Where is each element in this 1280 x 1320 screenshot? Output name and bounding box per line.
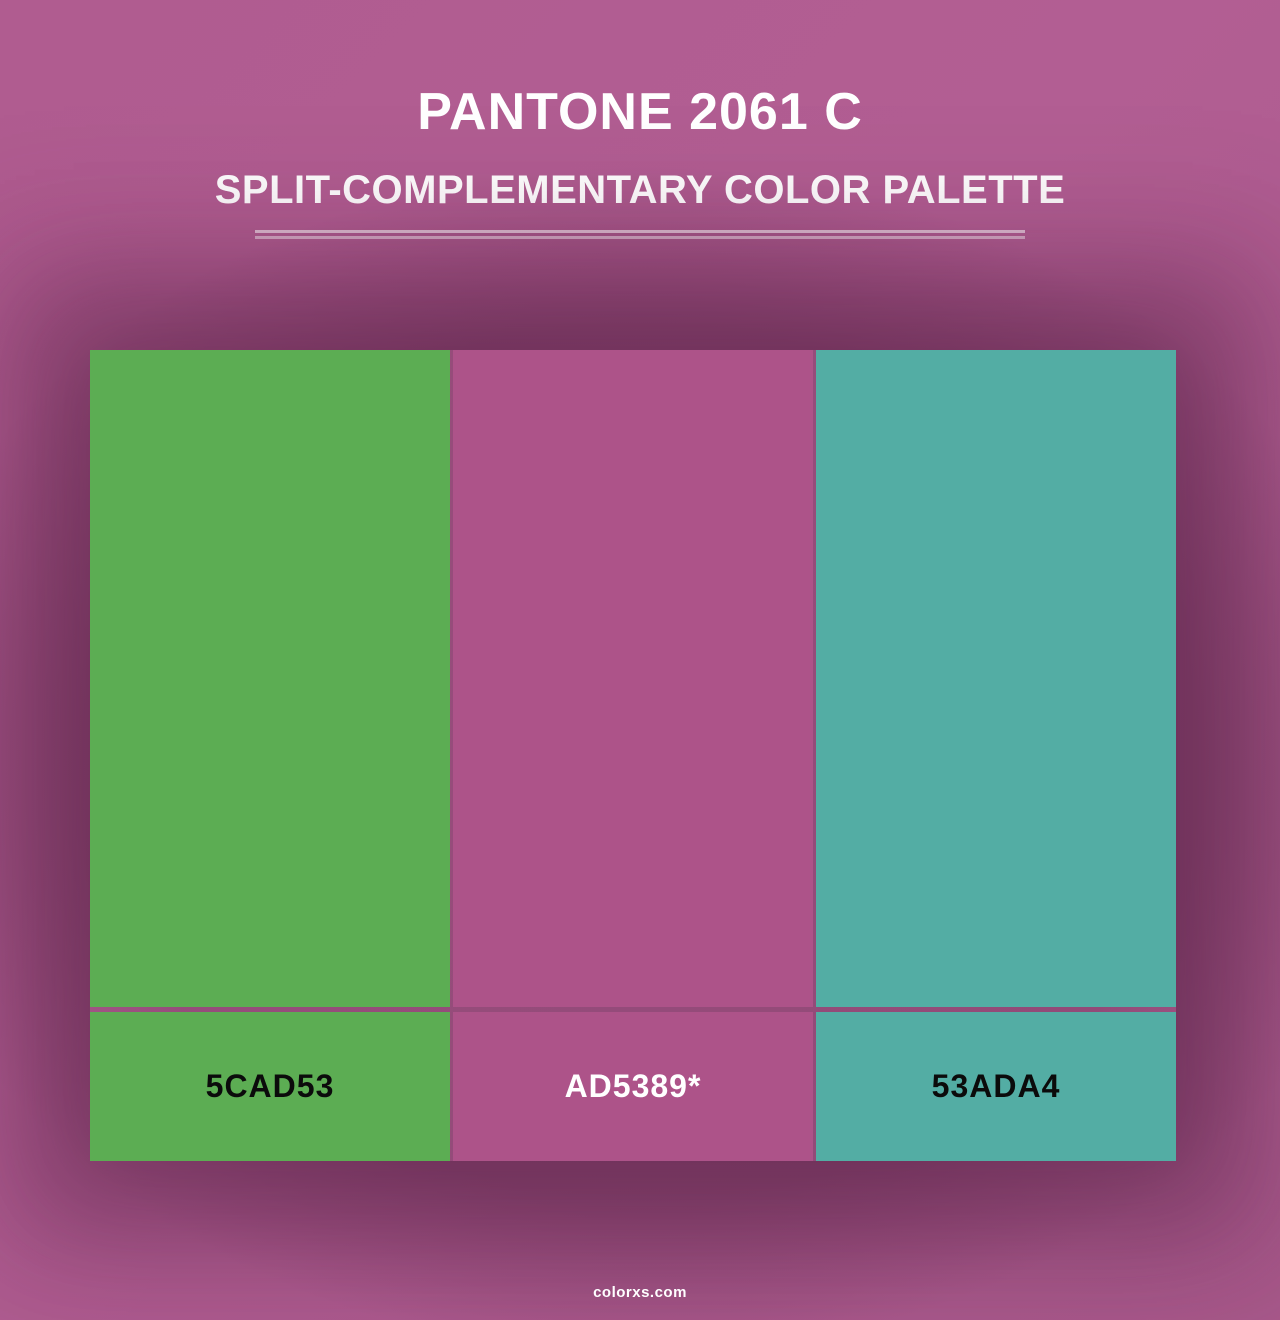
- swatch-split-complement-2[interactable]: [816, 350, 1176, 1007]
- swatch-label-base-color[interactable]: AD5389*: [453, 1012, 813, 1161]
- hex-code-3: 53ADA4: [931, 1068, 1061, 1104]
- hex-code-2: AD5389*: [564, 1068, 702, 1104]
- swatch-base-color[interactable]: [453, 350, 813, 1007]
- swatch-split-complement-1[interactable]: [90, 350, 450, 1007]
- site-watermark: colorxs.com: [593, 1284, 687, 1301]
- header-divider: [255, 230, 1025, 239]
- hex-code-1: 5CAD53: [205, 1068, 335, 1104]
- swatch-label-split-complement-1[interactable]: 5CAD53: [90, 1012, 450, 1161]
- swatch-label-split-complement-2[interactable]: 53ADA4: [816, 1012, 1176, 1161]
- palette-grid: 5CAD53 AD5389* 53ADA4: [90, 350, 1176, 1161]
- page-title: PANTONE 2061 C: [417, 83, 863, 141]
- page-subtitle: SPLIT-COMPLEMENTARY COLOR PALETTE: [214, 168, 1066, 212]
